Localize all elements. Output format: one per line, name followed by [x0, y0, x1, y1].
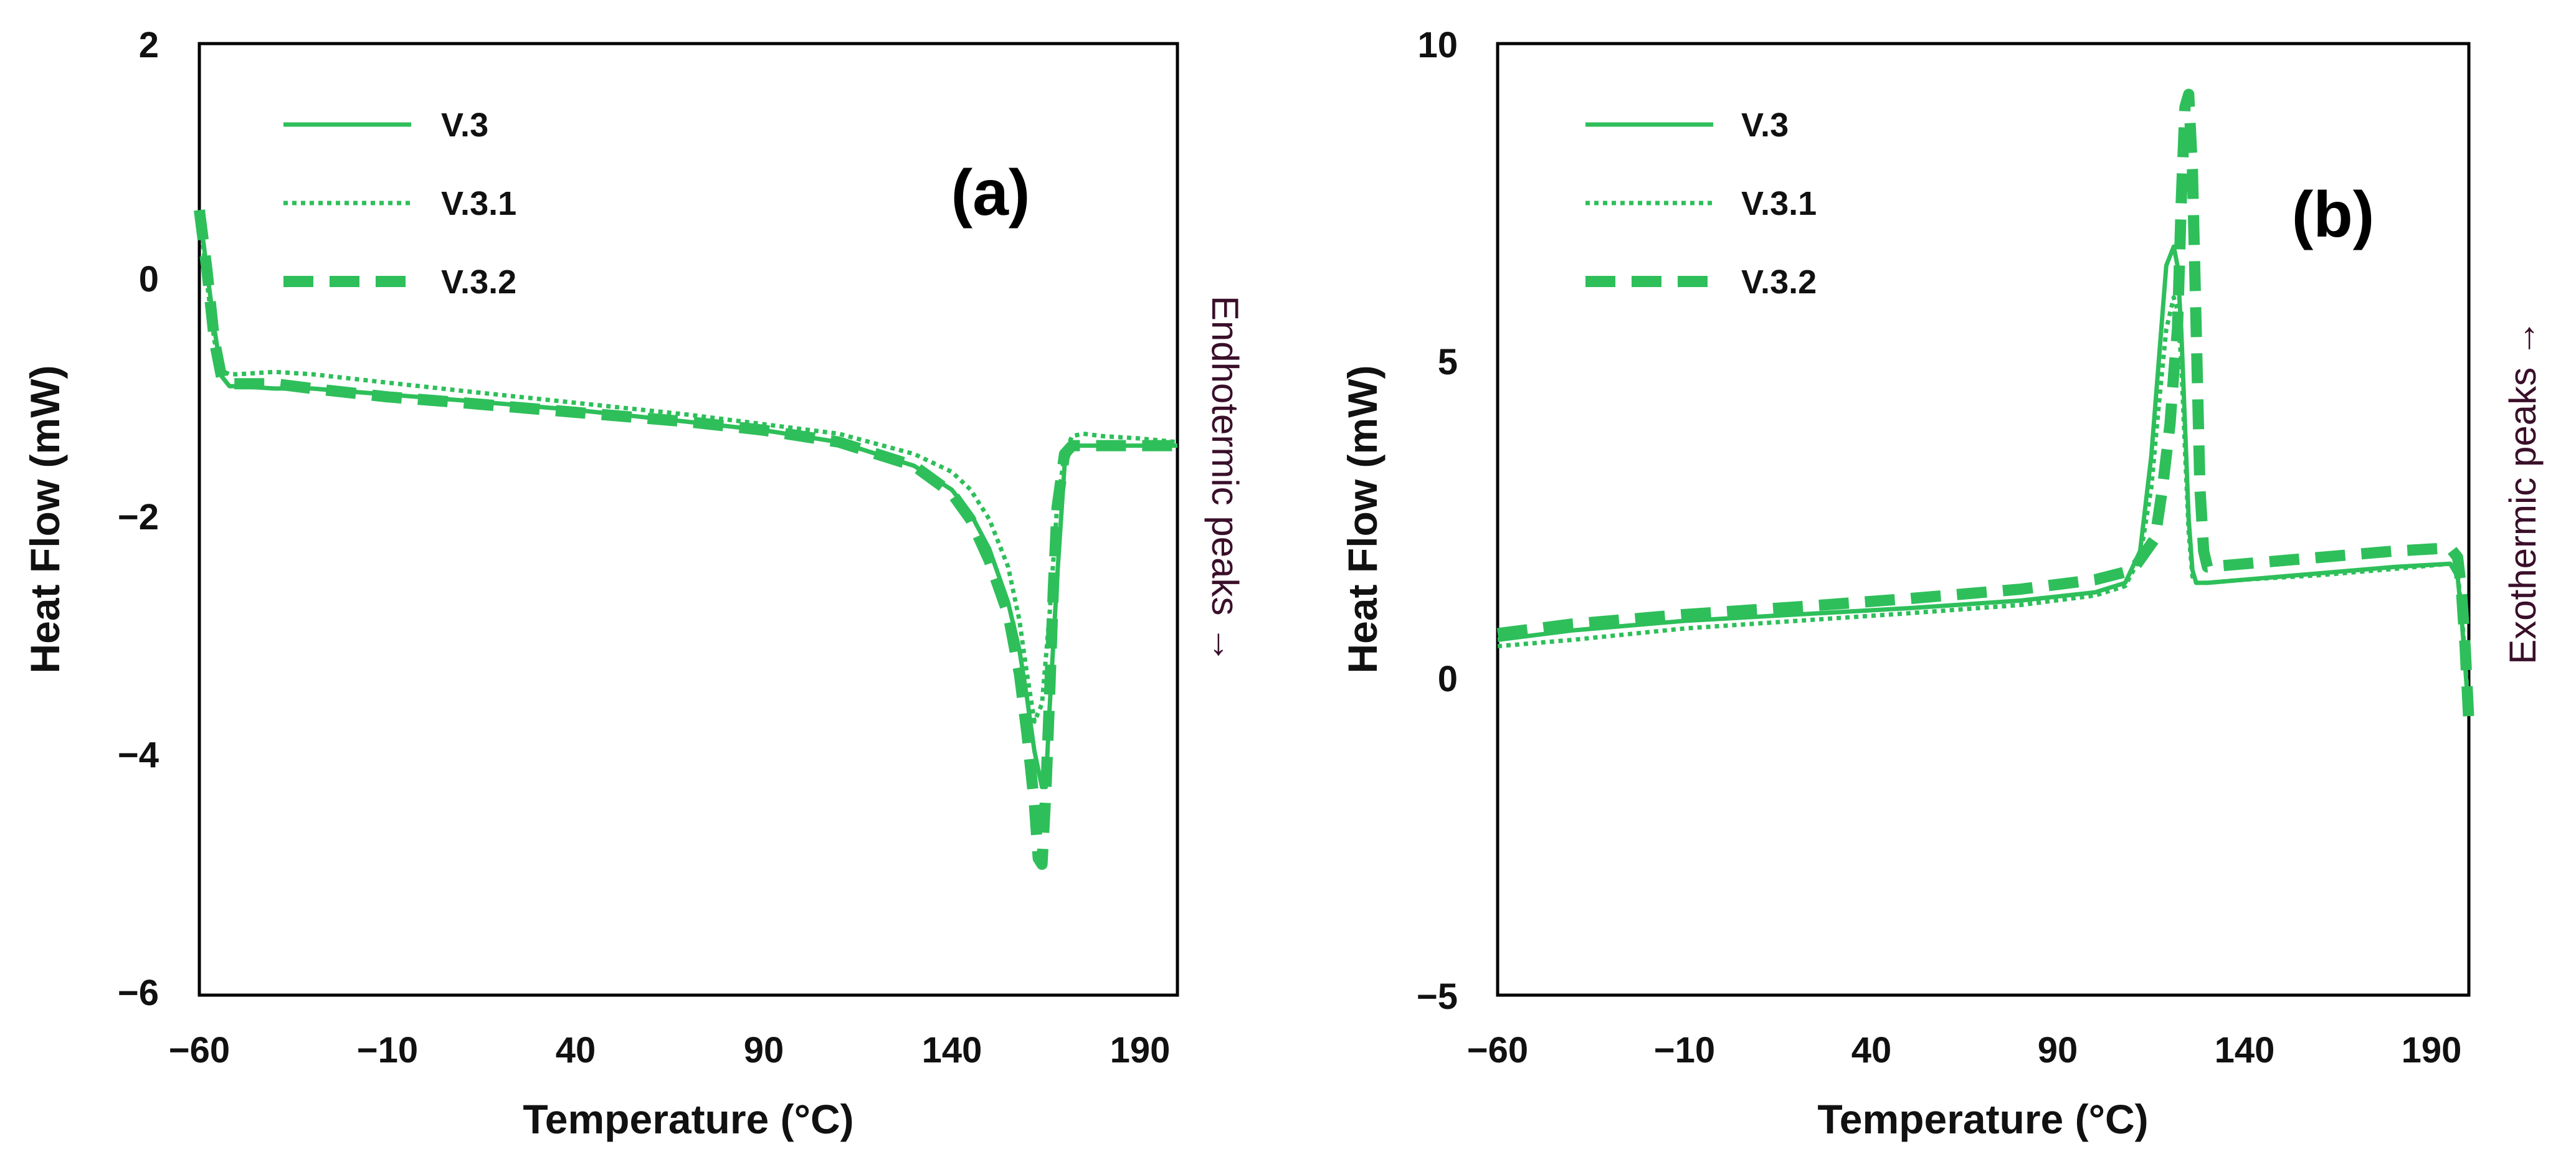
x-axis-title-b: Temperature (°C) — [1817, 1096, 2148, 1142]
legend-label: V.3 — [441, 106, 488, 144]
x-tick-label: 40 — [1851, 1030, 1892, 1070]
legend-label: V.3.1 — [441, 185, 516, 222]
x-tick-labels-a: −60 −10 40 90 140 190 — [169, 1030, 1171, 1070]
legend-label: V.3.2 — [441, 263, 516, 301]
series-group-a — [194, 209, 1178, 870]
x-tick-label: 90 — [2038, 1030, 2078, 1070]
y-tick-labels-a: 2 0 −2 −4 −6 — [118, 25, 159, 1013]
x-tick-label: 40 — [556, 1030, 596, 1070]
endothermic-note: Endhotermic peaks → — [1204, 296, 1246, 663]
panel-label-a: (a) — [951, 157, 1030, 229]
y-tick-label: −2 — [118, 497, 159, 537]
y-axis-title-a: Heat Flow (mW) — [22, 366, 68, 674]
series-line-v3 — [1497, 244, 2471, 717]
y-tick-label: 0 — [1438, 659, 1458, 699]
y-axis-title-b: Heat Flow (mW) — [1339, 366, 1385, 674]
x-tick-labels-b: −60 −10 40 90 140 190 — [1467, 1030, 2462, 1070]
y-tick-label: −6 — [118, 973, 159, 1013]
x-tick-label: −10 — [1654, 1030, 1715, 1070]
x-tick-label: 140 — [2215, 1030, 2275, 1070]
x-tick-label: 190 — [2402, 1030, 2462, 1070]
x-tick-label: 90 — [744, 1030, 784, 1070]
x-tick-label: 140 — [922, 1030, 982, 1070]
y-tick-label: 2 — [139, 25, 159, 65]
legend-label: V.3 — [1741, 106, 1789, 144]
exothermic-note: Exothermic peaks → — [2502, 319, 2544, 664]
y-tick-label: −5 — [1417, 976, 1458, 1017]
y-tick-label: 10 — [1417, 25, 1458, 65]
x-tick-label: −60 — [169, 1030, 230, 1070]
legend-label: V.3.1 — [1741, 185, 1817, 222]
panel-b: 10 5 0 −5 −60 −10 40 90 140 190 Temperat… — [1339, 25, 2544, 1142]
x-tick-label: 190 — [1110, 1030, 1171, 1070]
legend-a: V.3 V.3.1 V.3.2 — [283, 106, 516, 301]
series-line-v3-2 — [194, 209, 1177, 870]
series-line-v3 — [197, 209, 1177, 790]
x-tick-label: −10 — [357, 1030, 418, 1070]
panel-label-b: (b) — [2292, 179, 2375, 251]
x-tick-label: −60 — [1467, 1030, 1528, 1070]
y-tick-label: 5 — [1438, 342, 1458, 382]
y-tick-label: −4 — [118, 735, 159, 775]
plot-frame-a — [197, 42, 1179, 997]
panel-a: 2 0 −2 −4 −6 −60 −10 40 90 140 190 Tempe… — [22, 25, 1246, 1142]
series-line-v3-1 — [1497, 295, 2471, 717]
y-tick-labels-b: 10 5 0 −5 — [1417, 25, 1458, 1017]
legend-b: V.3 V.3.1 V.3.2 — [1585, 106, 1817, 301]
series-line-v3-2 — [1496, 88, 2474, 723]
legend-label: V.3.2 — [1741, 263, 1817, 301]
series-group-b — [1496, 88, 2474, 723]
plot-frame-b — [1496, 42, 2471, 997]
y-tick-label: 0 — [139, 259, 159, 300]
x-axis-title-a: Temperature (°C) — [523, 1096, 853, 1142]
